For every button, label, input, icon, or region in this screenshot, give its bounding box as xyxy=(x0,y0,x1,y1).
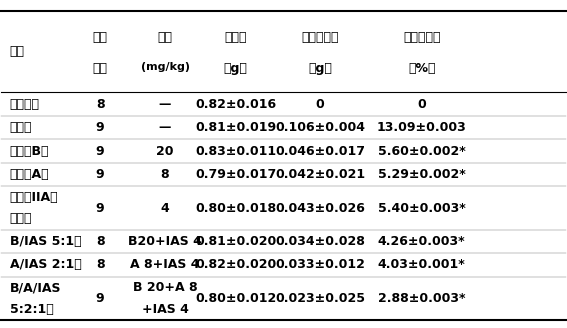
Text: 组别: 组别 xyxy=(10,45,25,58)
Text: —: — xyxy=(159,121,171,134)
Text: 0.034±0.028: 0.034±0.028 xyxy=(275,235,365,248)
Text: 9: 9 xyxy=(96,292,104,305)
Text: 5.29±0.002*: 5.29±0.002* xyxy=(378,168,466,181)
Text: 0.042±0.021: 0.042±0.021 xyxy=(275,168,365,181)
Text: 5.60±0.002*: 5.60±0.002* xyxy=(378,145,466,158)
Text: 9: 9 xyxy=(96,121,104,134)
Text: 假手术组: 假手术组 xyxy=(10,98,40,111)
Text: 4.26±0.003*: 4.26±0.003* xyxy=(378,235,466,248)
Text: 数量: 数量 xyxy=(92,62,108,74)
Text: 全心重: 全心重 xyxy=(225,31,247,44)
Text: 5.40±0.003*: 5.40±0.003* xyxy=(378,201,466,215)
Text: B20+IAS 4: B20+IAS 4 xyxy=(128,235,202,248)
Text: A/IAS 2:1组: A/IAS 2:1组 xyxy=(10,258,82,272)
Text: 丹酚酸A组: 丹酚酸A组 xyxy=(10,168,49,181)
Text: 2.88±0.003*: 2.88±0.003* xyxy=(378,292,466,305)
Text: 8: 8 xyxy=(96,98,104,111)
Text: 8: 8 xyxy=(96,258,104,272)
Text: 丹参酮IIA磺: 丹参酮IIA磺 xyxy=(10,191,58,204)
Text: 梗死心重比: 梗死心重比 xyxy=(403,31,441,44)
Text: 20: 20 xyxy=(156,145,174,158)
Text: 0.83±0.011: 0.83±0.011 xyxy=(195,145,276,158)
Text: 4.03±0.001*: 4.03±0.001* xyxy=(378,258,466,272)
Text: +IAS 4: +IAS 4 xyxy=(142,303,188,316)
Text: 8: 8 xyxy=(96,235,104,248)
Text: 0.80±0.018: 0.80±0.018 xyxy=(195,201,276,215)
Text: 剂量: 剂量 xyxy=(158,31,172,44)
Text: (mg/kg): (mg/kg) xyxy=(141,62,189,72)
Text: 0: 0 xyxy=(316,98,324,111)
Text: 0.046±0.017: 0.046±0.017 xyxy=(275,145,365,158)
Text: 9: 9 xyxy=(96,201,104,215)
Text: 0.033±0.012: 0.033±0.012 xyxy=(275,258,365,272)
Text: 0.82±0.020: 0.82±0.020 xyxy=(195,258,276,272)
Text: 0.106±0.004: 0.106±0.004 xyxy=(275,121,365,134)
Text: 0.023±0.025: 0.023±0.025 xyxy=(275,292,365,305)
Text: —: — xyxy=(159,98,171,111)
Text: 动物: 动物 xyxy=(92,31,108,44)
Text: 0.043±0.026: 0.043±0.026 xyxy=(275,201,365,215)
Text: 0.81±0.019: 0.81±0.019 xyxy=(195,121,276,134)
Text: B/IAS 5:1组: B/IAS 5:1组 xyxy=(10,235,82,248)
Text: 13.09±0.003: 13.09±0.003 xyxy=(377,121,467,134)
Text: 0.80±0.012: 0.80±0.012 xyxy=(195,292,276,305)
Text: 0.81±0.020: 0.81±0.020 xyxy=(195,235,276,248)
Text: 9: 9 xyxy=(96,168,104,181)
Text: （g）: （g） xyxy=(308,62,332,74)
Text: 4: 4 xyxy=(160,201,170,215)
Text: 丹酚酸B组: 丹酚酸B组 xyxy=(10,145,49,158)
Text: 0.82±0.016: 0.82±0.016 xyxy=(195,98,276,111)
Text: 0.79±0.017: 0.79±0.017 xyxy=(195,168,276,181)
Text: 8: 8 xyxy=(160,168,170,181)
Text: 0: 0 xyxy=(417,98,426,111)
Text: A 8+IAS 4: A 8+IAS 4 xyxy=(130,258,200,272)
Text: 模型组: 模型组 xyxy=(10,121,32,134)
Text: 酸钠组: 酸钠组 xyxy=(10,213,32,225)
Text: 9: 9 xyxy=(96,145,104,158)
Text: （g）: （g） xyxy=(223,62,247,74)
Text: 5:2:1组: 5:2:1组 xyxy=(10,303,54,316)
Text: 梗死心肌重: 梗死心肌重 xyxy=(302,31,339,44)
Text: B 20+A 8: B 20+A 8 xyxy=(133,281,197,294)
Text: （%）: （%） xyxy=(408,62,435,74)
Text: B/A/IAS: B/A/IAS xyxy=(10,281,61,294)
